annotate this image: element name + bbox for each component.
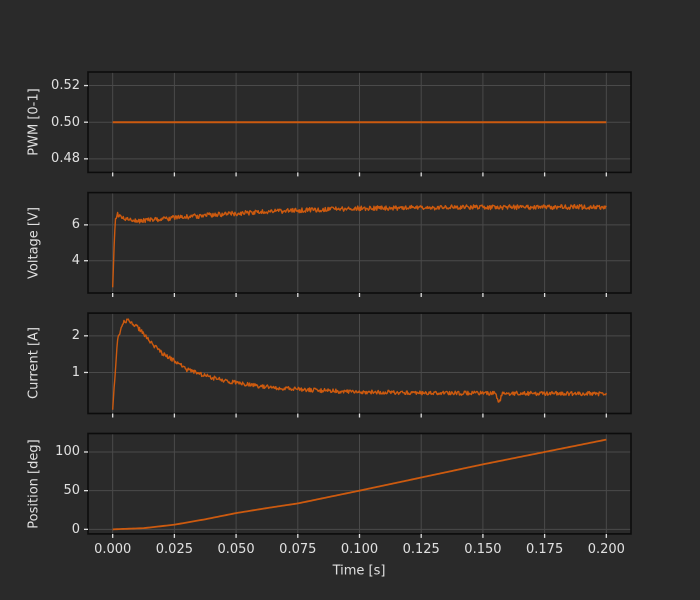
y-axis-label-voltage: Voltage [V] bbox=[26, 207, 42, 279]
y-tick-label: 6 bbox=[71, 217, 80, 233]
x-tick-label: 0.025 bbox=[155, 541, 193, 557]
x-tick-label: 0.125 bbox=[402, 541, 440, 557]
y-tick-label: 100 bbox=[55, 444, 80, 460]
x-tick-label: 0.175 bbox=[526, 541, 564, 557]
x-tick-label: 0.000 bbox=[94, 541, 132, 557]
y-tick-label: 0 bbox=[71, 521, 80, 537]
y-tick-label: 1 bbox=[71, 364, 80, 380]
x-tick-label: 0.050 bbox=[217, 541, 255, 557]
y-tick-label: 50 bbox=[63, 483, 80, 499]
y-axis-label-pwm: PWM [0-1] bbox=[26, 88, 42, 156]
y-tick-label: 0.50 bbox=[51, 114, 80, 130]
x-tick-label: 0.200 bbox=[587, 541, 625, 557]
x-axis-label-time: Time [s] bbox=[332, 563, 386, 579]
x-tick-label: 0.075 bbox=[279, 541, 317, 557]
y-axis-label-position: Position [deg] bbox=[26, 439, 42, 529]
subplot-voltage bbox=[84, 191, 632, 297]
x-tick-label: 0.150 bbox=[464, 541, 502, 557]
y-tick-label: 0.52 bbox=[51, 78, 80, 94]
x-tick-label: 0.100 bbox=[340, 541, 379, 557]
subplot-current bbox=[84, 312, 632, 418]
trace-shaft-position bbox=[112, 438, 607, 531]
y-axis-label-current: Current [A] bbox=[26, 327, 42, 399]
y-tick-label: 4 bbox=[71, 253, 80, 269]
subplot-pwm bbox=[84, 71, 632, 177]
subplot-position bbox=[84, 432, 632, 538]
y-tick-label: 2 bbox=[71, 328, 80, 344]
trace-motor-current bbox=[111, 318, 607, 410]
trace-motor-voltage bbox=[111, 203, 607, 288]
y-tick-label: 0.48 bbox=[51, 151, 80, 167]
